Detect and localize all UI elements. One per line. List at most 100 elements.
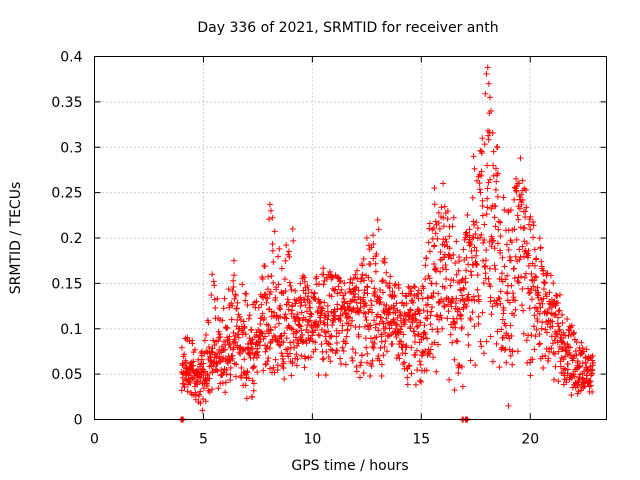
data-point <box>257 321 264 328</box>
data-point <box>406 362 413 369</box>
data-point <box>534 284 541 291</box>
data-point <box>178 344 185 351</box>
data-point <box>425 239 432 246</box>
data-point <box>301 364 308 371</box>
data-point <box>554 299 561 306</box>
data-point <box>451 356 458 363</box>
data-point <box>452 260 459 267</box>
data-point <box>363 317 370 324</box>
data-point <box>467 357 474 364</box>
data-point <box>505 207 512 214</box>
data-point <box>321 321 328 328</box>
data-point <box>533 326 540 333</box>
data-point <box>473 260 480 267</box>
data-point <box>259 310 266 317</box>
data-point <box>449 339 456 346</box>
data-point <box>557 358 564 365</box>
data-point <box>483 338 490 345</box>
data-point <box>511 265 518 272</box>
data-point <box>329 322 336 329</box>
data-point <box>551 311 558 318</box>
data-point <box>486 176 493 183</box>
data-point <box>267 288 274 295</box>
data-point <box>334 301 341 308</box>
data-point <box>504 272 511 279</box>
data-point <box>411 284 418 291</box>
data-point <box>405 316 412 323</box>
data-point <box>572 348 579 355</box>
data-point <box>513 188 520 195</box>
data-point <box>337 277 344 284</box>
data-point <box>294 356 301 363</box>
data-point <box>265 330 272 337</box>
data-point <box>512 306 519 313</box>
data-point <box>548 345 555 352</box>
data-point <box>523 204 530 211</box>
data-point <box>332 313 339 320</box>
data-point <box>261 291 268 298</box>
data-point <box>210 363 217 370</box>
data-point <box>483 70 490 77</box>
data-point <box>397 308 404 315</box>
data-point <box>408 288 415 295</box>
data-point <box>434 313 441 320</box>
data-point <box>446 245 453 252</box>
data-point <box>225 336 232 343</box>
data-point <box>486 129 493 136</box>
data-point <box>384 319 391 326</box>
data-point <box>299 331 306 338</box>
data-point <box>384 333 391 340</box>
data-point <box>453 271 460 278</box>
data-point <box>443 238 450 245</box>
data-point <box>408 344 415 351</box>
data-point <box>180 380 187 387</box>
data-point <box>342 340 349 347</box>
data-point <box>233 361 240 368</box>
data-point <box>365 274 372 281</box>
data-point <box>339 302 346 309</box>
data-point <box>353 284 360 291</box>
data-point <box>418 290 425 297</box>
data-point <box>492 165 499 172</box>
data-point <box>402 292 409 299</box>
data-point <box>229 352 236 359</box>
data-point <box>392 281 399 288</box>
x-tick-label: 10 <box>303 432 321 448</box>
data-point <box>268 273 275 280</box>
data-point <box>441 303 448 310</box>
data-point <box>339 344 346 351</box>
data-point <box>453 238 460 245</box>
data-point <box>364 359 371 366</box>
data-point <box>417 319 424 326</box>
data-point <box>422 331 429 338</box>
data-point <box>367 322 374 329</box>
data-point <box>368 302 375 309</box>
data-point <box>407 291 414 298</box>
x-tick-label: 0 <box>90 432 99 448</box>
data-point <box>511 196 518 203</box>
data-point <box>246 312 253 319</box>
data-point <box>531 262 538 269</box>
data-point <box>582 359 589 366</box>
data-point <box>219 356 226 363</box>
data-point <box>282 288 289 295</box>
data-point <box>363 235 370 241</box>
data-point <box>489 130 496 137</box>
data-point <box>269 214 276 221</box>
data-point <box>277 302 284 309</box>
data-point <box>364 350 371 357</box>
data-point <box>523 240 530 247</box>
data-point <box>440 180 447 187</box>
data-point <box>360 370 367 377</box>
data-point <box>292 300 299 307</box>
data-point <box>435 341 442 348</box>
data-point <box>397 328 404 335</box>
data-point <box>386 325 393 332</box>
data-point <box>331 287 338 294</box>
data-point <box>254 369 261 376</box>
data-point <box>292 318 299 325</box>
data-point <box>437 312 444 319</box>
data-point <box>491 245 498 252</box>
data-point <box>479 212 486 219</box>
data-point <box>590 360 597 367</box>
